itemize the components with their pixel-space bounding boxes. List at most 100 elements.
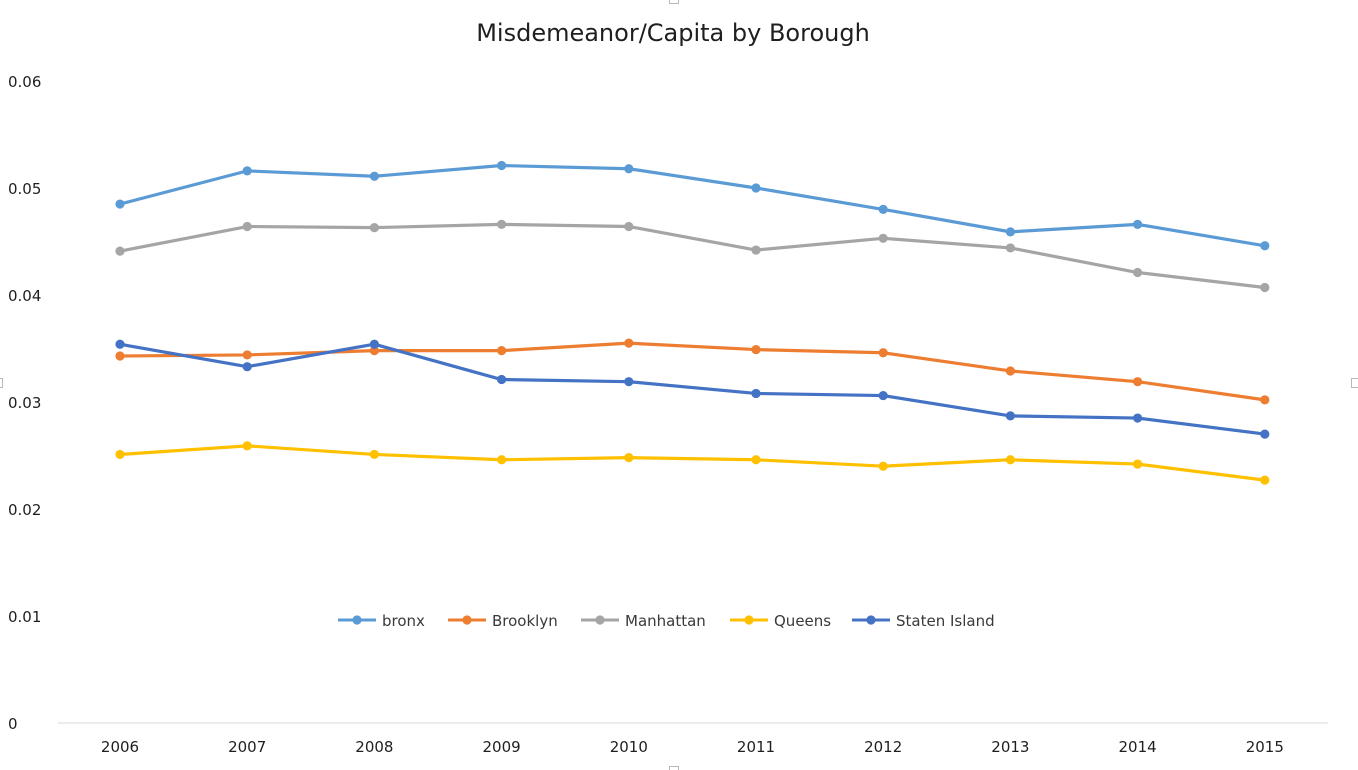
data-point[interactable] [751, 388, 761, 399]
data-point[interactable] [242, 221, 252, 232]
x-tick-label: 2007 [228, 738, 266, 756]
data-point[interactable] [624, 221, 634, 232]
data-point[interactable] [624, 453, 634, 463]
legend-label: Manhattan [625, 612, 706, 630]
data-point[interactable] [369, 346, 379, 356]
data-point[interactable] [878, 390, 888, 401]
series-brooklyn[interactable] [115, 338, 1270, 405]
legend-item[interactable]: Staten Island [852, 612, 995, 630]
series-bronx[interactable] [115, 160, 1270, 251]
data-point[interactable] [1260, 429, 1270, 439]
data-point[interactable] [497, 455, 507, 465]
data-point[interactable] [1005, 455, 1016, 465]
data-point[interactable] [242, 441, 252, 451]
data-point[interactable] [1133, 413, 1143, 423]
data-point[interactable] [497, 346, 507, 356]
plot-area [115, 160, 1270, 485]
data-point[interactable] [369, 171, 379, 181]
x-tick-label: 2010 [610, 738, 648, 756]
data-point[interactable] [878, 233, 888, 243]
data-point[interactable] [624, 164, 634, 174]
data-point[interactable] [1133, 219, 1143, 229]
legend-marker [595, 615, 605, 625]
x-tick-label: 2013 [991, 738, 1029, 756]
legend-item[interactable]: Queens [730, 612, 831, 630]
series-line[interactable] [118, 444, 1267, 482]
x-tick-label: 2014 [1119, 738, 1157, 756]
series-line[interactable] [118, 222, 1267, 290]
series-manhattan[interactable] [115, 219, 1270, 293]
resize-handle-bottom[interactable] [669, 766, 679, 770]
x-tick-label: 2009 [483, 738, 521, 756]
y-tick-label: 0.06 [8, 73, 41, 91]
data-point[interactable] [751, 245, 761, 255]
data-point[interactable] [878, 461, 888, 471]
data-point[interactable] [115, 339, 125, 349]
legend-label: Queens [774, 612, 831, 630]
data-point[interactable] [1005, 366, 1016, 376]
y-tick-label: 0.05 [8, 180, 41, 198]
data-point[interactable] [369, 449, 379, 460]
data-point[interactable] [115, 351, 125, 361]
resize-handle-top[interactable] [669, 0, 679, 4]
data-point[interactable] [242, 350, 252, 360]
x-tick-label: 2006 [101, 738, 139, 756]
data-point[interactable] [1005, 243, 1016, 253]
data-point[interactable] [242, 362, 252, 372]
series-line[interactable] [118, 163, 1267, 248]
data-point[interactable] [1260, 241, 1270, 251]
legend-label: Staten Island [896, 612, 995, 630]
data-point[interactable] [115, 449, 125, 460]
legend-marker [744, 615, 754, 625]
data-point[interactable] [878, 348, 888, 358]
resize-handle-left[interactable] [0, 378, 3, 388]
y-tick-label: 0.03 [8, 394, 41, 412]
legend-marker [462, 615, 472, 625]
data-point[interactable] [751, 455, 761, 465]
data-point[interactable] [242, 166, 252, 176]
x-tick-label: 2008 [355, 738, 393, 756]
x-tick-label: 2015 [1246, 738, 1284, 756]
legend-item[interactable]: bronx [338, 612, 425, 630]
data-point[interactable] [369, 222, 379, 233]
data-point[interactable] [369, 339, 379, 349]
x-tick-label: 2011 [737, 738, 775, 756]
data-point[interactable] [497, 160, 507, 171]
data-point[interactable] [115, 199, 125, 209]
series-line[interactable] [118, 342, 1267, 436]
data-point[interactable] [1260, 282, 1270, 293]
data-point[interactable] [751, 183, 761, 193]
y-tick-label: 0.04 [8, 287, 41, 305]
data-point[interactable] [1133, 267, 1143, 278]
data-point[interactable] [1133, 377, 1143, 387]
legend-label: Brooklyn [492, 612, 558, 630]
y-tick-label: 0.02 [8, 501, 41, 519]
x-tick-label: 2012 [864, 738, 902, 756]
legend: bronx Brooklyn Manhattan Queens Staten Islan… [338, 612, 995, 630]
y-tick-label: 0.01 [8, 608, 41, 626]
series-staten-island[interactable] [115, 339, 1270, 439]
data-point[interactable] [1005, 411, 1016, 421]
legend-label: bronx [382, 612, 425, 630]
data-point[interactable] [1260, 395, 1270, 405]
data-point[interactable] [1133, 459, 1143, 469]
y-axis: 0 0.01 0.02 0.03 0.04 0.05 0.06 [8, 73, 41, 733]
data-point[interactable] [497, 374, 507, 385]
data-point[interactable] [497, 219, 507, 229]
data-point[interactable] [1005, 227, 1016, 237]
data-point[interactable] [1260, 475, 1270, 485]
data-point[interactable] [624, 377, 634, 387]
legend-item[interactable]: Brooklyn [448, 612, 558, 630]
legend-marker [352, 615, 362, 625]
series-line[interactable] [118, 341, 1267, 402]
resize-handle-right[interactable] [1351, 378, 1358, 388]
data-point[interactable] [115, 246, 125, 256]
chart-title: Misdemeanor/Capita by Borough [476, 19, 870, 47]
data-point[interactable] [878, 204, 888, 214]
legend-item[interactable]: Manhattan [581, 612, 706, 630]
data-point[interactable] [751, 344, 761, 355]
data-point[interactable] [624, 338, 634, 348]
series-queens[interactable] [115, 441, 1270, 485]
